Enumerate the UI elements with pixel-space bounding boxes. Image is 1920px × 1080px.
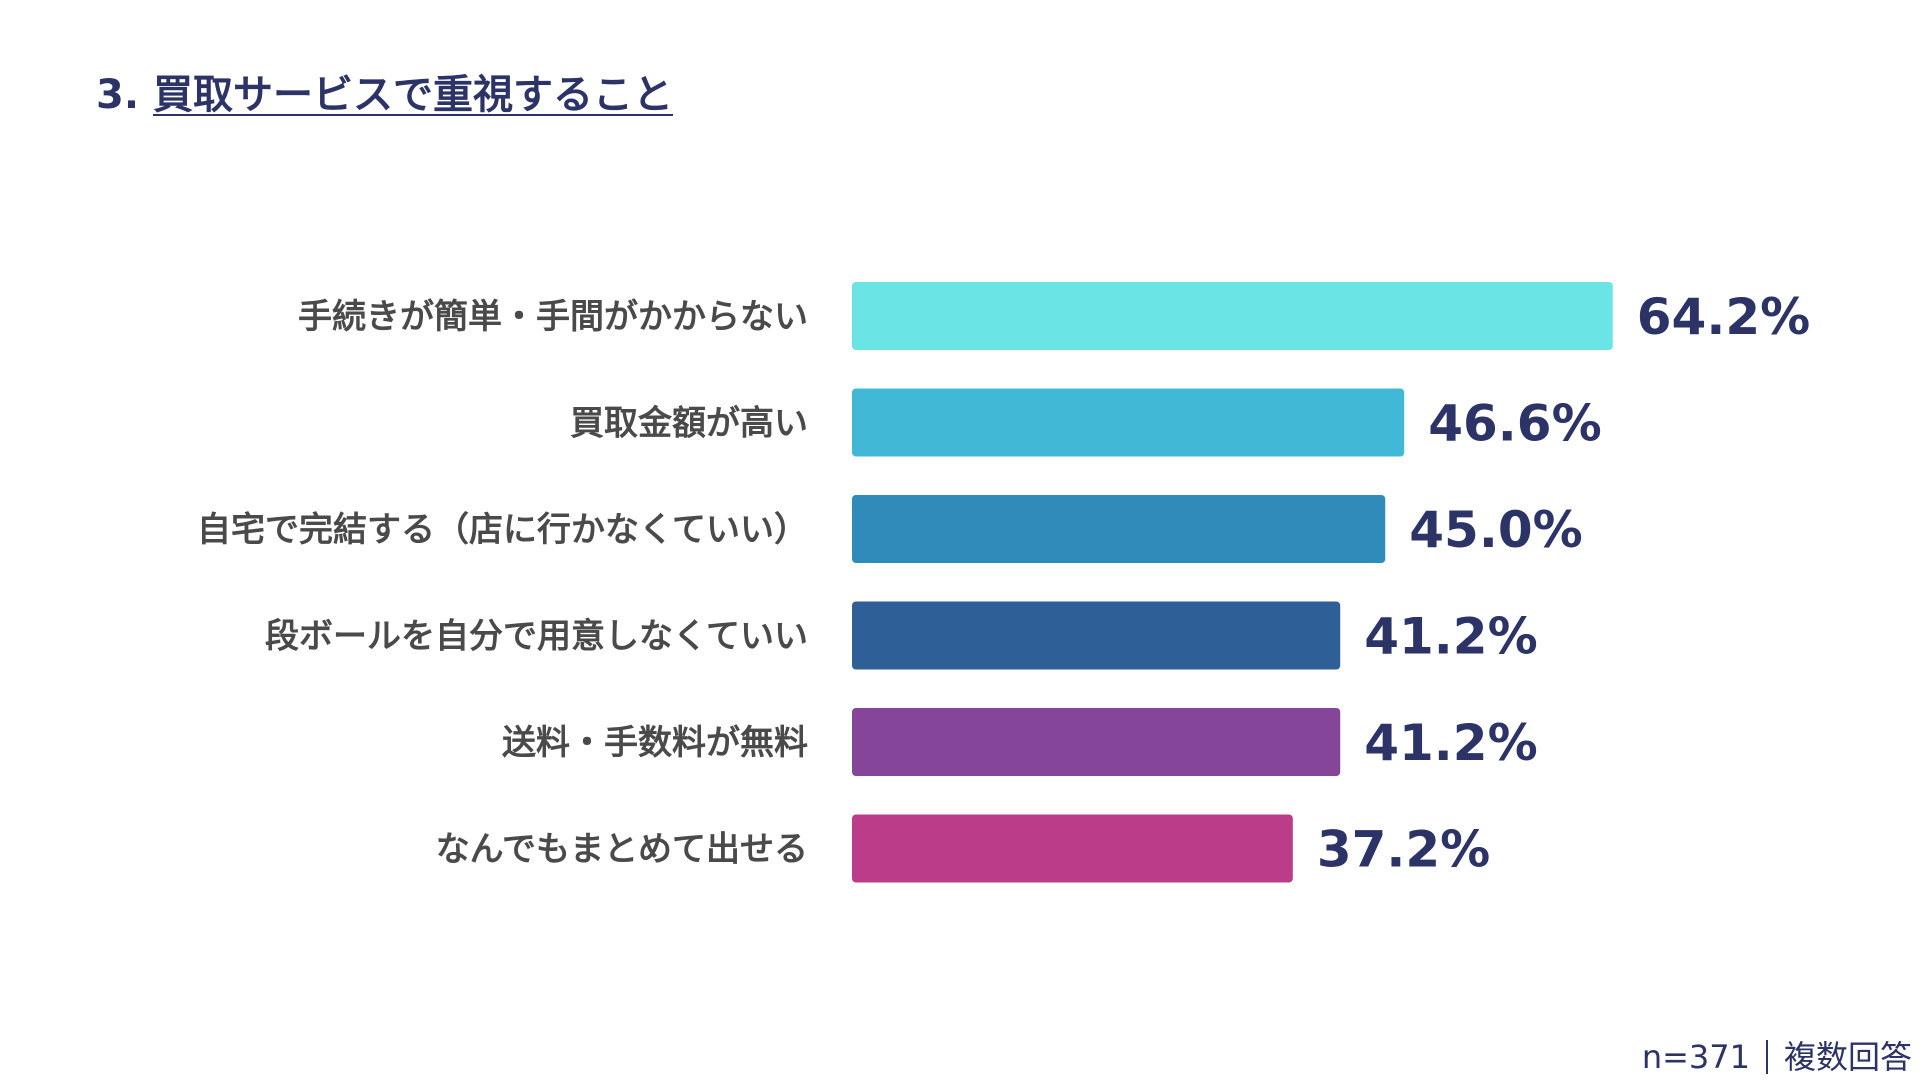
value-label: 64.2% xyxy=(1637,288,1810,346)
bar xyxy=(852,282,1613,350)
category-label: 自宅で完結する（店に行かなくていい） xyxy=(197,510,808,550)
category-label: 段ボールを自分で用意しなくていい xyxy=(265,617,808,657)
category-label: なんでもまとめて出せる xyxy=(436,830,808,870)
footnote-divider xyxy=(1765,1040,1768,1074)
value-label: 46.6% xyxy=(1428,395,1601,453)
bar xyxy=(852,814,1293,883)
footnote: n=371 複数回答 xyxy=(1642,1032,1912,1078)
category-label: 手続きが簡単・手間がかからない xyxy=(298,297,808,337)
value-label: 37.2% xyxy=(1317,821,1490,879)
value-label: 41.2% xyxy=(1364,608,1537,666)
answer-type: 複数回答 xyxy=(1783,1038,1912,1076)
category-label: 買取金額が高い xyxy=(570,404,808,444)
value-label: 41.2% xyxy=(1364,714,1537,772)
sample-size: n=371 xyxy=(1641,1038,1750,1076)
bar xyxy=(852,601,1341,670)
chart-title: 3. 買取サービスで重視すること xyxy=(96,62,673,120)
bar xyxy=(852,708,1341,776)
value-label: 45.0% xyxy=(1409,501,1582,559)
section-number: 3. xyxy=(96,72,140,118)
bar xyxy=(852,388,1405,457)
bar xyxy=(852,495,1386,563)
section-title: 買取サービスで重視すること xyxy=(153,72,674,118)
category-label: 送料・手数料が無料 xyxy=(502,723,808,763)
